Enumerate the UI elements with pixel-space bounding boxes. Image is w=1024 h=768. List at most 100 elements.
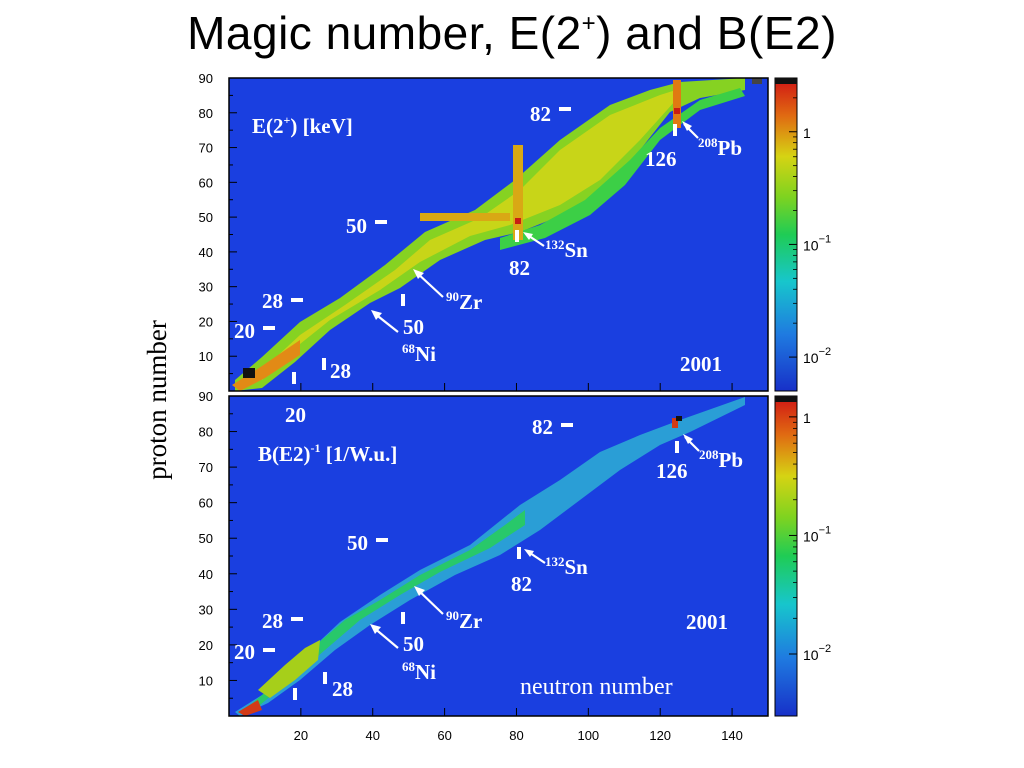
bottom-arrowhead-sn132 bbox=[524, 549, 534, 557]
y-tick-label: 80 bbox=[199, 425, 213, 440]
bottom-panel-label: B(E2)-1 [1/W.u.] bbox=[258, 441, 397, 466]
top-tick-82-n bbox=[515, 230, 519, 242]
bottom-arrowhead-zr90 bbox=[414, 586, 425, 596]
bottom-arrowhead-pb208 bbox=[683, 434, 693, 444]
x-tick-label: 80 bbox=[509, 728, 523, 743]
bottom-red-tip bbox=[238, 700, 262, 716]
top-magic-28-n: 28 bbox=[330, 359, 351, 383]
bottom-magic-82-n: 82 bbox=[511, 572, 532, 596]
top-grey-cell bbox=[752, 78, 762, 84]
bottom-magic-28-n: 28 bbox=[332, 677, 353, 701]
colorbar-tick-label: 10−2 bbox=[803, 346, 831, 366]
y-tick-label: 40 bbox=[199, 245, 213, 260]
top-origin-black bbox=[243, 368, 255, 378]
top-low-region bbox=[232, 340, 300, 391]
y-tick-label: 20 bbox=[199, 314, 213, 329]
top-arrowhead-ni68 bbox=[371, 310, 382, 320]
bottom-magic-28-z: 28 bbox=[262, 609, 283, 633]
bottom-tick-50-n bbox=[401, 612, 405, 624]
y-axis-label: proton number bbox=[142, 320, 172, 480]
bottom-pb208-black bbox=[676, 416, 682, 421]
y-tick-label: 80 bbox=[199, 106, 213, 121]
top-magic-20-z: 20 bbox=[234, 319, 255, 343]
bottom-band-yellow bbox=[258, 640, 320, 698]
bottom-magic-126-n: 126 bbox=[656, 459, 688, 483]
top-tick-20-z bbox=[263, 326, 275, 330]
bottom-colorbar-black-cap bbox=[775, 396, 797, 402]
bottom-nucleus-sn132: 132Sn bbox=[545, 554, 588, 579]
y-tick-label: 50 bbox=[199, 210, 213, 225]
top-tick-50-z bbox=[375, 220, 387, 224]
bottom-nucleus-ni68: 68Ni bbox=[402, 659, 436, 684]
top-arrowhead-zr90 bbox=[413, 269, 424, 279]
x-tick-label: 120 bbox=[649, 728, 671, 743]
bottom-tick-82-n bbox=[517, 547, 521, 559]
top-n126-ridge bbox=[673, 80, 681, 128]
bottom-pb208-hot bbox=[672, 418, 678, 428]
bottom-magic-20-z: 20 bbox=[234, 640, 255, 664]
bottom-tick-20-n bbox=[293, 688, 297, 700]
top-arrowhead-pb208 bbox=[682, 121, 692, 131]
bottom-tick-20-z bbox=[263, 648, 275, 652]
y-tick-label: 40 bbox=[199, 567, 213, 582]
bottom-magic-50-n: 50 bbox=[403, 632, 424, 656]
top-nucleus-pb208: 208Pb bbox=[698, 135, 742, 160]
x-tick-label: 140 bbox=[721, 728, 743, 743]
top-heatmap bbox=[232, 78, 762, 391]
y-tick-label: 30 bbox=[199, 602, 213, 617]
top-annotations: E(2+) [keV] 2001 82 50 28 20 28 50 82 12… bbox=[234, 102, 742, 384]
axes: 10 20 30 40 50 60 70 80 90 1 10−1 10−2 10 20 30 40 50 60 7… bbox=[199, 71, 832, 743]
bottom-heatmap bbox=[235, 397, 745, 716]
top-tick-50-n bbox=[401, 294, 405, 306]
bottom-magic-50-z: 50 bbox=[347, 531, 368, 555]
top-tick-28-z bbox=[291, 298, 303, 302]
x-tick-label: 40 bbox=[365, 728, 379, 743]
bottom-tick-82-z bbox=[561, 423, 573, 427]
bottom-colorbar bbox=[774, 395, 798, 717]
x-tick-label: 100 bbox=[577, 728, 599, 743]
y-tick-label: 30 bbox=[199, 280, 213, 295]
top-nucleus-ni68: 68Ni bbox=[402, 341, 436, 366]
bottom-tick-28-n bbox=[323, 672, 327, 684]
top-tick-82-z bbox=[559, 107, 571, 111]
bottom-magic-82-z: 82 bbox=[532, 415, 553, 439]
bottom-nucleus-zr90: 90Zr bbox=[446, 608, 482, 633]
bottom-nucleus-pb208: 208Pb bbox=[699, 447, 743, 472]
top-arrows bbox=[371, 121, 699, 333]
top-tick-20-n bbox=[292, 372, 296, 384]
top-magic-126-n: 126 bbox=[645, 147, 677, 171]
top-n82-ridge bbox=[513, 145, 523, 240]
top-band-green-edge bbox=[500, 88, 745, 250]
colorbar-tick-label: 1 bbox=[803, 125, 811, 141]
bottom-tick-50-z bbox=[376, 538, 388, 542]
colorbar-tick-label: 10−1 bbox=[803, 233, 831, 253]
top-pb208-hot bbox=[674, 108, 680, 114]
top-arrowhead-sn132 bbox=[523, 232, 533, 240]
top-tick-126-n bbox=[673, 124, 677, 136]
top-magic-82-z: 82 bbox=[530, 102, 551, 126]
y-tick-label: 20 bbox=[199, 638, 213, 653]
top-magic-28-z: 28 bbox=[262, 289, 283, 313]
x-tick-label: 60 bbox=[437, 728, 451, 743]
y-tick-label: 70 bbox=[199, 141, 213, 156]
top-tick-28-n bbox=[322, 358, 326, 370]
top-z50-ridge bbox=[420, 213, 510, 221]
bottom-magic-20-top: 20 bbox=[285, 403, 306, 427]
top-year: 2001 bbox=[680, 352, 722, 376]
colorbar-tick-label: 10−2 bbox=[803, 643, 831, 663]
y-tick-label: 10 bbox=[199, 349, 213, 364]
bottom-band-green bbox=[250, 510, 525, 705]
colorbar-tick-label: 10−1 bbox=[803, 524, 831, 544]
top-sn132-hot bbox=[515, 218, 521, 224]
y-tick-label: 50 bbox=[199, 531, 213, 546]
bottom-arrowhead-ni68 bbox=[370, 624, 381, 634]
bottom-tick-28-z bbox=[291, 617, 303, 621]
top-magic-50-z: 50 bbox=[346, 214, 367, 238]
top-magic-50-n: 50 bbox=[403, 315, 424, 339]
top-nucleus-zr90: 90Zr bbox=[446, 289, 482, 314]
top-nucleus-sn132: 132Sn bbox=[545, 237, 588, 262]
bottom-arrows bbox=[370, 434, 700, 649]
top-colorbar bbox=[774, 77, 798, 392]
bottom-year: 2001 bbox=[686, 610, 728, 634]
